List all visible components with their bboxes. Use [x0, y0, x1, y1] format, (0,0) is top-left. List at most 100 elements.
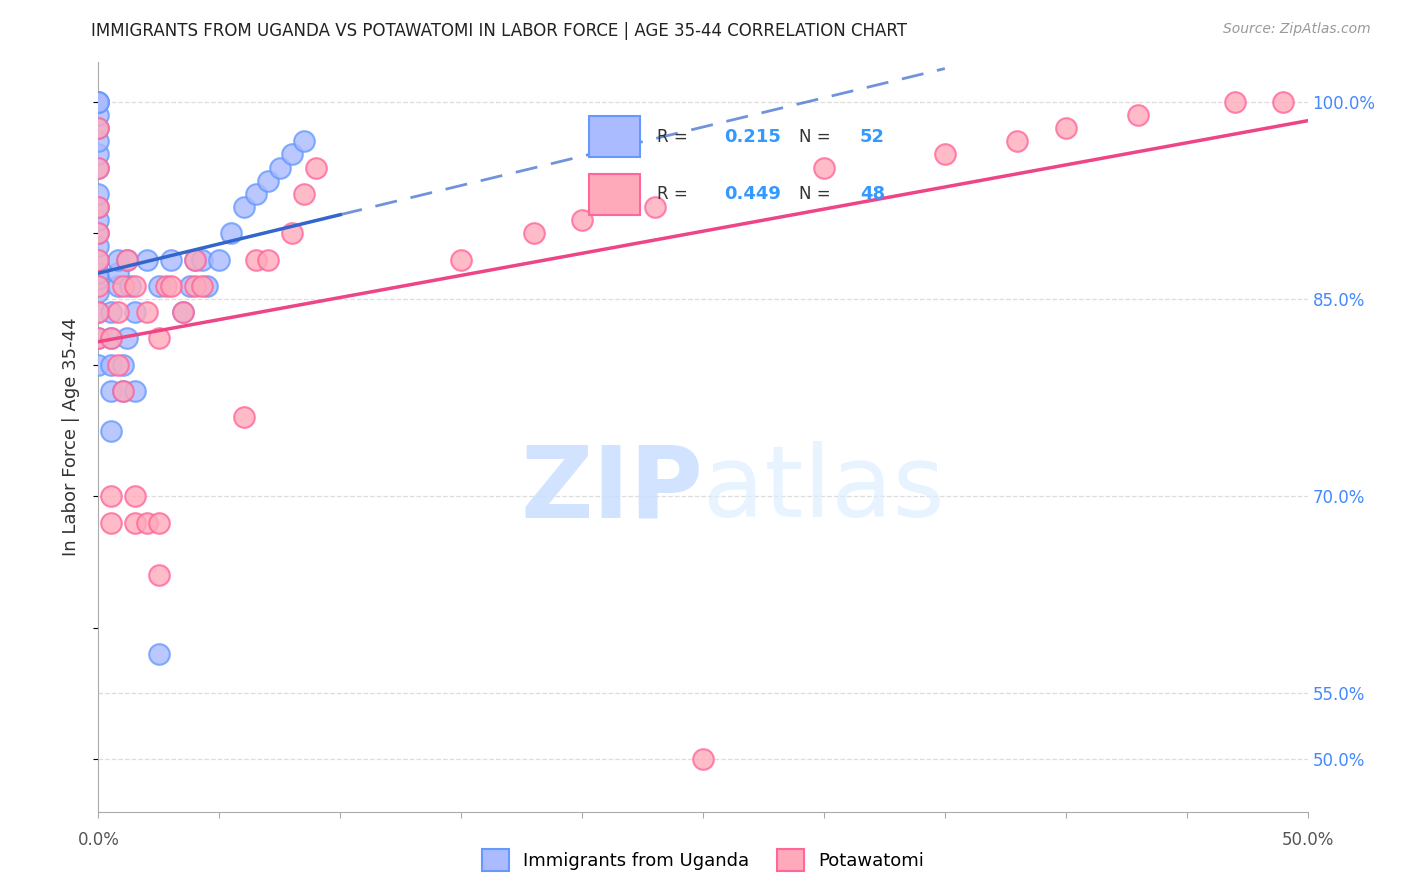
Text: atlas: atlas	[703, 441, 945, 538]
Point	[184, 252, 207, 267]
Point	[100, 384, 122, 398]
Point	[87, 121, 110, 136]
Point	[87, 358, 110, 372]
Point	[100, 358, 122, 372]
Point	[100, 424, 122, 438]
Point	[87, 266, 110, 280]
Point	[87, 239, 110, 253]
Point	[118, 279, 141, 293]
Point	[191, 252, 214, 267]
Point	[256, 252, 278, 267]
Point	[87, 305, 110, 319]
Point	[148, 279, 170, 293]
Point	[100, 331, 122, 345]
Point	[124, 305, 146, 319]
Point	[135, 516, 157, 530]
Point	[135, 252, 157, 267]
Point	[523, 227, 546, 241]
Point	[148, 516, 170, 530]
Point	[281, 227, 304, 241]
Point	[87, 95, 110, 109]
Point	[1054, 121, 1077, 136]
Point	[87, 200, 110, 214]
Point	[87, 95, 110, 109]
Point	[124, 384, 146, 398]
Point	[179, 279, 201, 293]
Point	[195, 279, 218, 293]
Point	[87, 121, 110, 136]
Point	[87, 147, 110, 161]
Point	[87, 285, 110, 300]
Point	[117, 252, 139, 267]
Point	[292, 186, 315, 201]
Point	[87, 227, 110, 241]
Point	[117, 252, 139, 267]
Point	[87, 200, 110, 214]
Point	[172, 305, 194, 319]
Point	[1223, 95, 1246, 109]
Point	[100, 305, 122, 319]
Point	[256, 174, 278, 188]
Point	[100, 489, 122, 503]
Point	[148, 331, 170, 345]
Point	[1272, 95, 1295, 109]
Point	[87, 331, 110, 345]
Point	[221, 227, 243, 241]
Text: ZIP: ZIP	[520, 441, 703, 538]
Point	[87, 213, 110, 227]
Point	[87, 134, 110, 148]
Point	[1128, 108, 1150, 122]
Point	[87, 161, 110, 175]
Point	[107, 252, 129, 267]
Point	[269, 161, 291, 175]
Point	[111, 384, 134, 398]
Y-axis label: In Labor Force | Age 35-44: In Labor Force | Age 35-44	[62, 318, 80, 557]
Point	[184, 252, 207, 267]
Point	[571, 213, 593, 227]
Point	[155, 279, 177, 293]
Point	[160, 279, 183, 293]
Point	[172, 305, 194, 319]
Point	[87, 272, 110, 286]
Point	[87, 108, 110, 122]
Point	[124, 516, 146, 530]
Legend: Immigrants from Uganda, Potawatomi: Immigrants from Uganda, Potawatomi	[475, 842, 931, 879]
Point	[87, 161, 110, 175]
Text: 0.0%: 0.0%	[77, 831, 120, 849]
Point	[245, 252, 267, 267]
Point	[1007, 134, 1029, 148]
Point	[245, 186, 267, 201]
Point	[281, 147, 304, 161]
Point	[107, 266, 129, 280]
Point	[107, 358, 129, 372]
Point	[87, 252, 110, 267]
Point	[100, 516, 122, 530]
Point	[191, 279, 214, 293]
Point	[87, 279, 110, 293]
Text: 50.0%: 50.0%	[1281, 831, 1334, 849]
Text: IMMIGRANTS FROM UGANDA VS POTAWATOMI IN LABOR FORCE | AGE 35-44 CORRELATION CHAR: IMMIGRANTS FROM UGANDA VS POTAWATOMI IN …	[91, 22, 907, 40]
Point	[148, 568, 170, 582]
Point	[124, 279, 146, 293]
Point	[107, 305, 129, 319]
Point	[232, 200, 254, 214]
Point	[124, 489, 146, 503]
Point	[100, 331, 122, 345]
Point	[117, 331, 139, 345]
Point	[87, 331, 110, 345]
Point	[111, 279, 134, 293]
Point	[160, 252, 183, 267]
Point	[87, 252, 110, 267]
Point	[305, 161, 328, 175]
Point	[87, 227, 110, 241]
Point	[813, 161, 835, 175]
Point	[292, 134, 315, 148]
Point	[87, 305, 110, 319]
Point	[87, 186, 110, 201]
Point	[184, 279, 207, 293]
Point	[107, 279, 129, 293]
Point	[111, 384, 134, 398]
Point	[111, 358, 134, 372]
Point	[934, 147, 956, 161]
Text: Source: ZipAtlas.com: Source: ZipAtlas.com	[1223, 22, 1371, 37]
